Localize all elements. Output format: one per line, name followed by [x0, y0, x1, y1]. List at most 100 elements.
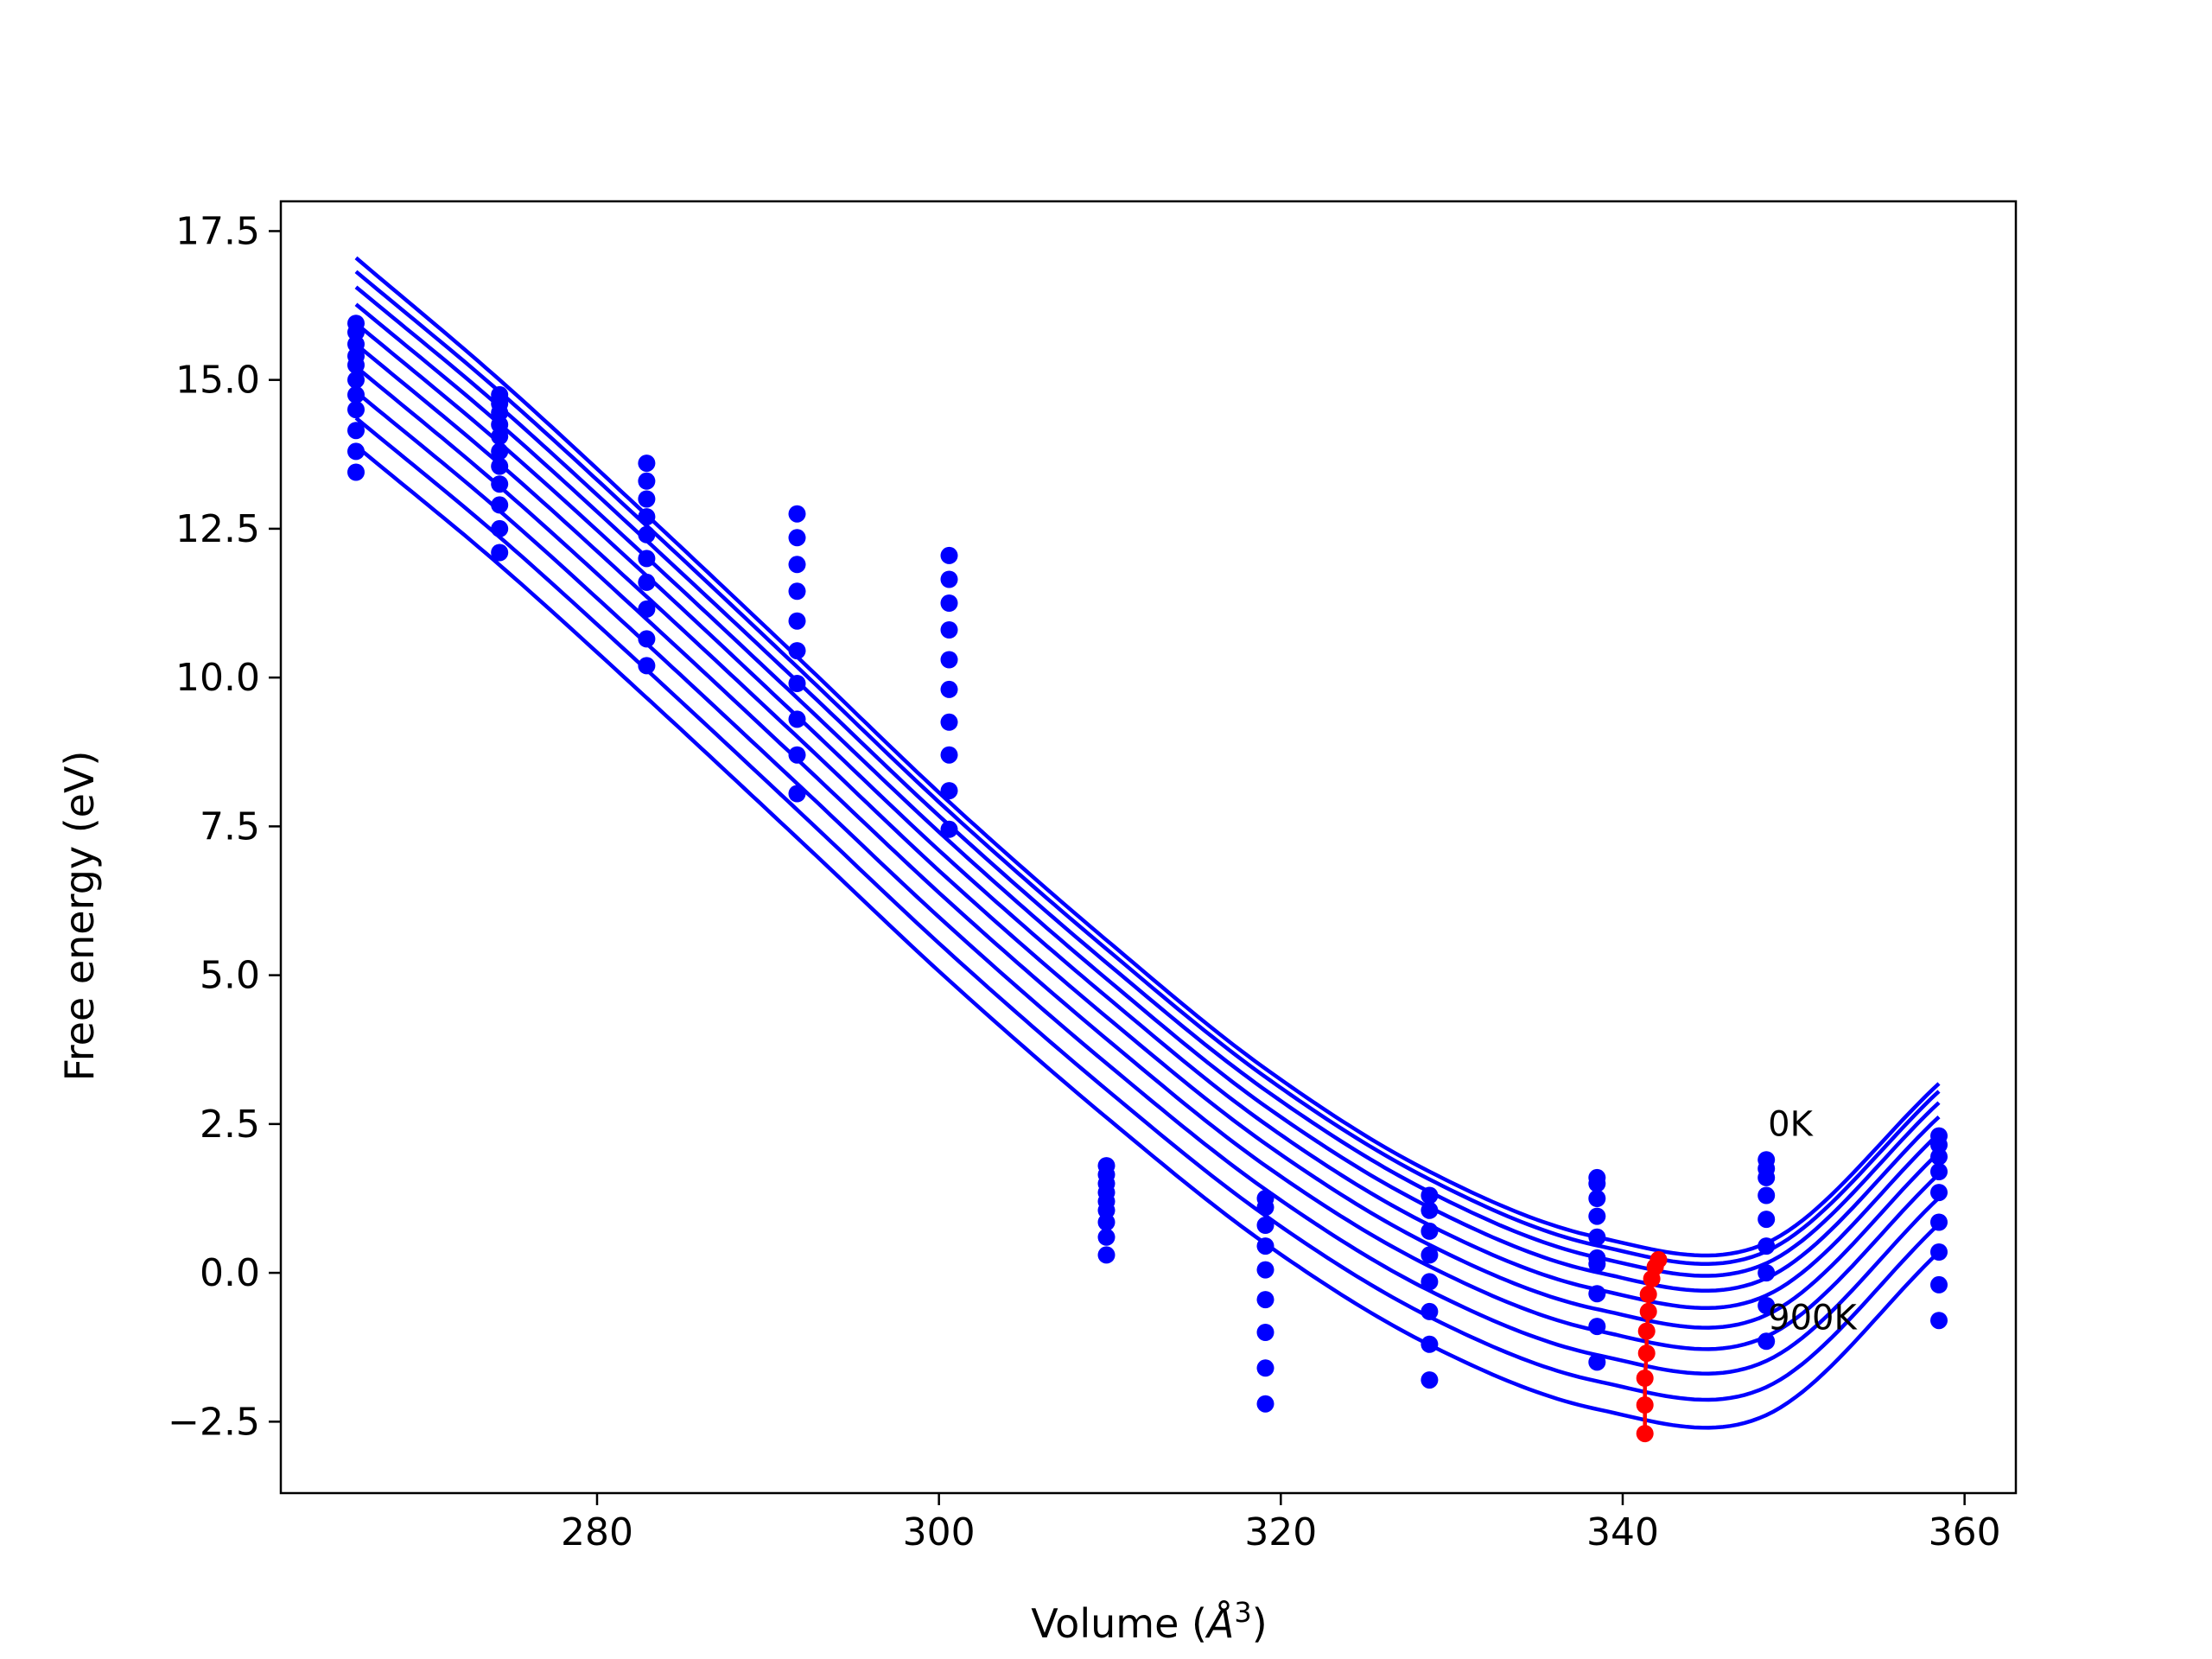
y-tick-label: 17.5: [175, 209, 260, 253]
data-point: [1421, 1246, 1439, 1264]
data-point: [1256, 1237, 1274, 1255]
data-point: [788, 612, 806, 630]
data-point: [1421, 1302, 1439, 1320]
temperature-annotations: 0K 900K: [1768, 1105, 1858, 1338]
y-tick-label: 15.0: [175, 359, 260, 403]
data-point: [788, 529, 806, 547]
y-tick-label: 12.5: [175, 507, 260, 551]
data-point: [1421, 1371, 1439, 1389]
data-point: [1256, 1261, 1274, 1279]
y-axis-ticks: −2.5 0.0 2.5 5.0 7.5 10.0 12.5 15.0 17.5: [168, 209, 281, 1444]
data-point: [1758, 1264, 1776, 1282]
free-energy-curve-9: [354, 444, 1941, 1430]
data-point: [940, 651, 958, 669]
data-point: [940, 746, 958, 764]
x-tick-label: 300: [903, 1510, 976, 1554]
equilibrium-point: [1637, 1322, 1656, 1340]
y-tick-label: 2.5: [200, 1103, 260, 1147]
data-point: [491, 416, 509, 434]
data-point: [1930, 1147, 1948, 1166]
equilibrium-point: [1636, 1425, 1654, 1443]
data-point: [788, 582, 806, 601]
free-energy-curve-4: [354, 321, 1941, 1311]
free-energy-curve-8: [354, 416, 1941, 1402]
data-point: [491, 543, 509, 562]
data-point: [940, 621, 958, 639]
free-energy-curve-6: [354, 365, 1941, 1351]
data-point: [347, 371, 365, 389]
data-point: [940, 570, 958, 588]
x-tick-label: 360: [1929, 1510, 2001, 1554]
equilibrium-point: [1636, 1370, 1654, 1387]
data-point: [491, 519, 509, 537]
x-axis-ticks: 280 300 320 340 360: [561, 1493, 2001, 1554]
y-axis-label: Free energy (eV): [56, 751, 103, 1082]
data-point: [940, 594, 958, 612]
data-point: [1758, 1237, 1776, 1255]
data-point: [1421, 1186, 1439, 1205]
data-point: [1588, 1318, 1606, 1336]
data-point: [788, 710, 806, 728]
data-point: [1421, 1335, 1439, 1353]
data-point: [347, 323, 365, 341]
free-energy-curve-7: [354, 390, 1941, 1376]
y-tick-label: 10.0: [175, 656, 260, 700]
data-point: [788, 746, 806, 764]
data-point: [1097, 1246, 1116, 1264]
temperature-label: 900K: [1768, 1299, 1858, 1338]
data-point: [1097, 1228, 1116, 1246]
data-point: [1930, 1243, 1948, 1261]
x-axis-label: Volume (Å3): [1031, 1596, 1267, 1647]
data-point: [491, 404, 509, 422]
data-point: [1256, 1395, 1274, 1413]
data-point: [788, 675, 806, 692]
data-point: [638, 490, 656, 508]
data-point: [788, 785, 806, 803]
free-energy-curve-0: [354, 256, 1941, 1258]
y-tick-label: 0.0: [200, 1251, 260, 1295]
data-point: [1930, 1184, 1948, 1202]
data-point: [1256, 1324, 1274, 1341]
data-point: [491, 442, 509, 461]
data-point: [347, 463, 365, 481]
data-point: [1588, 1285, 1606, 1303]
data-point: [347, 335, 365, 353]
data-point: [1758, 1211, 1776, 1229]
data-point: [1588, 1190, 1606, 1207]
data-point: [491, 457, 509, 475]
data-point: [1588, 1174, 1606, 1192]
data-point: [1421, 1201, 1439, 1219]
data-point: [1588, 1207, 1606, 1225]
x-tick-label: 320: [1244, 1510, 1317, 1554]
data-point: [940, 782, 958, 800]
data-point: [1097, 1201, 1116, 1219]
y-tick-label: 7.5: [200, 804, 260, 849]
plot-frame: [279, 200, 2018, 1495]
equilibrium-points: [1636, 1250, 1668, 1443]
data-point: [638, 550, 656, 568]
data-point: [788, 505, 806, 523]
data-point: [1256, 1217, 1274, 1234]
data-point: [1256, 1359, 1274, 1377]
data-point: [347, 356, 365, 374]
data-point: [347, 422, 365, 440]
data-point: [1930, 1275, 1948, 1294]
data-point: [1588, 1255, 1606, 1273]
data-point: [1421, 1273, 1439, 1291]
data-point: [638, 508, 656, 526]
data-point: [940, 680, 958, 698]
data-point: [1421, 1222, 1439, 1240]
data-point: [788, 642, 806, 660]
equilibrium-point: [1643, 1270, 1661, 1287]
x-tick-label: 340: [1586, 1510, 1659, 1554]
data-point: [1758, 1297, 1776, 1314]
data-point: [1256, 1198, 1274, 1217]
data-point: [1930, 1312, 1948, 1330]
y-tick-label: −2.5: [168, 1400, 260, 1444]
data-point: [638, 525, 656, 543]
data-point: [940, 820, 958, 838]
data-point: [491, 475, 509, 493]
data-point: [638, 472, 656, 490]
free-energy-curve-2: [354, 285, 1941, 1278]
